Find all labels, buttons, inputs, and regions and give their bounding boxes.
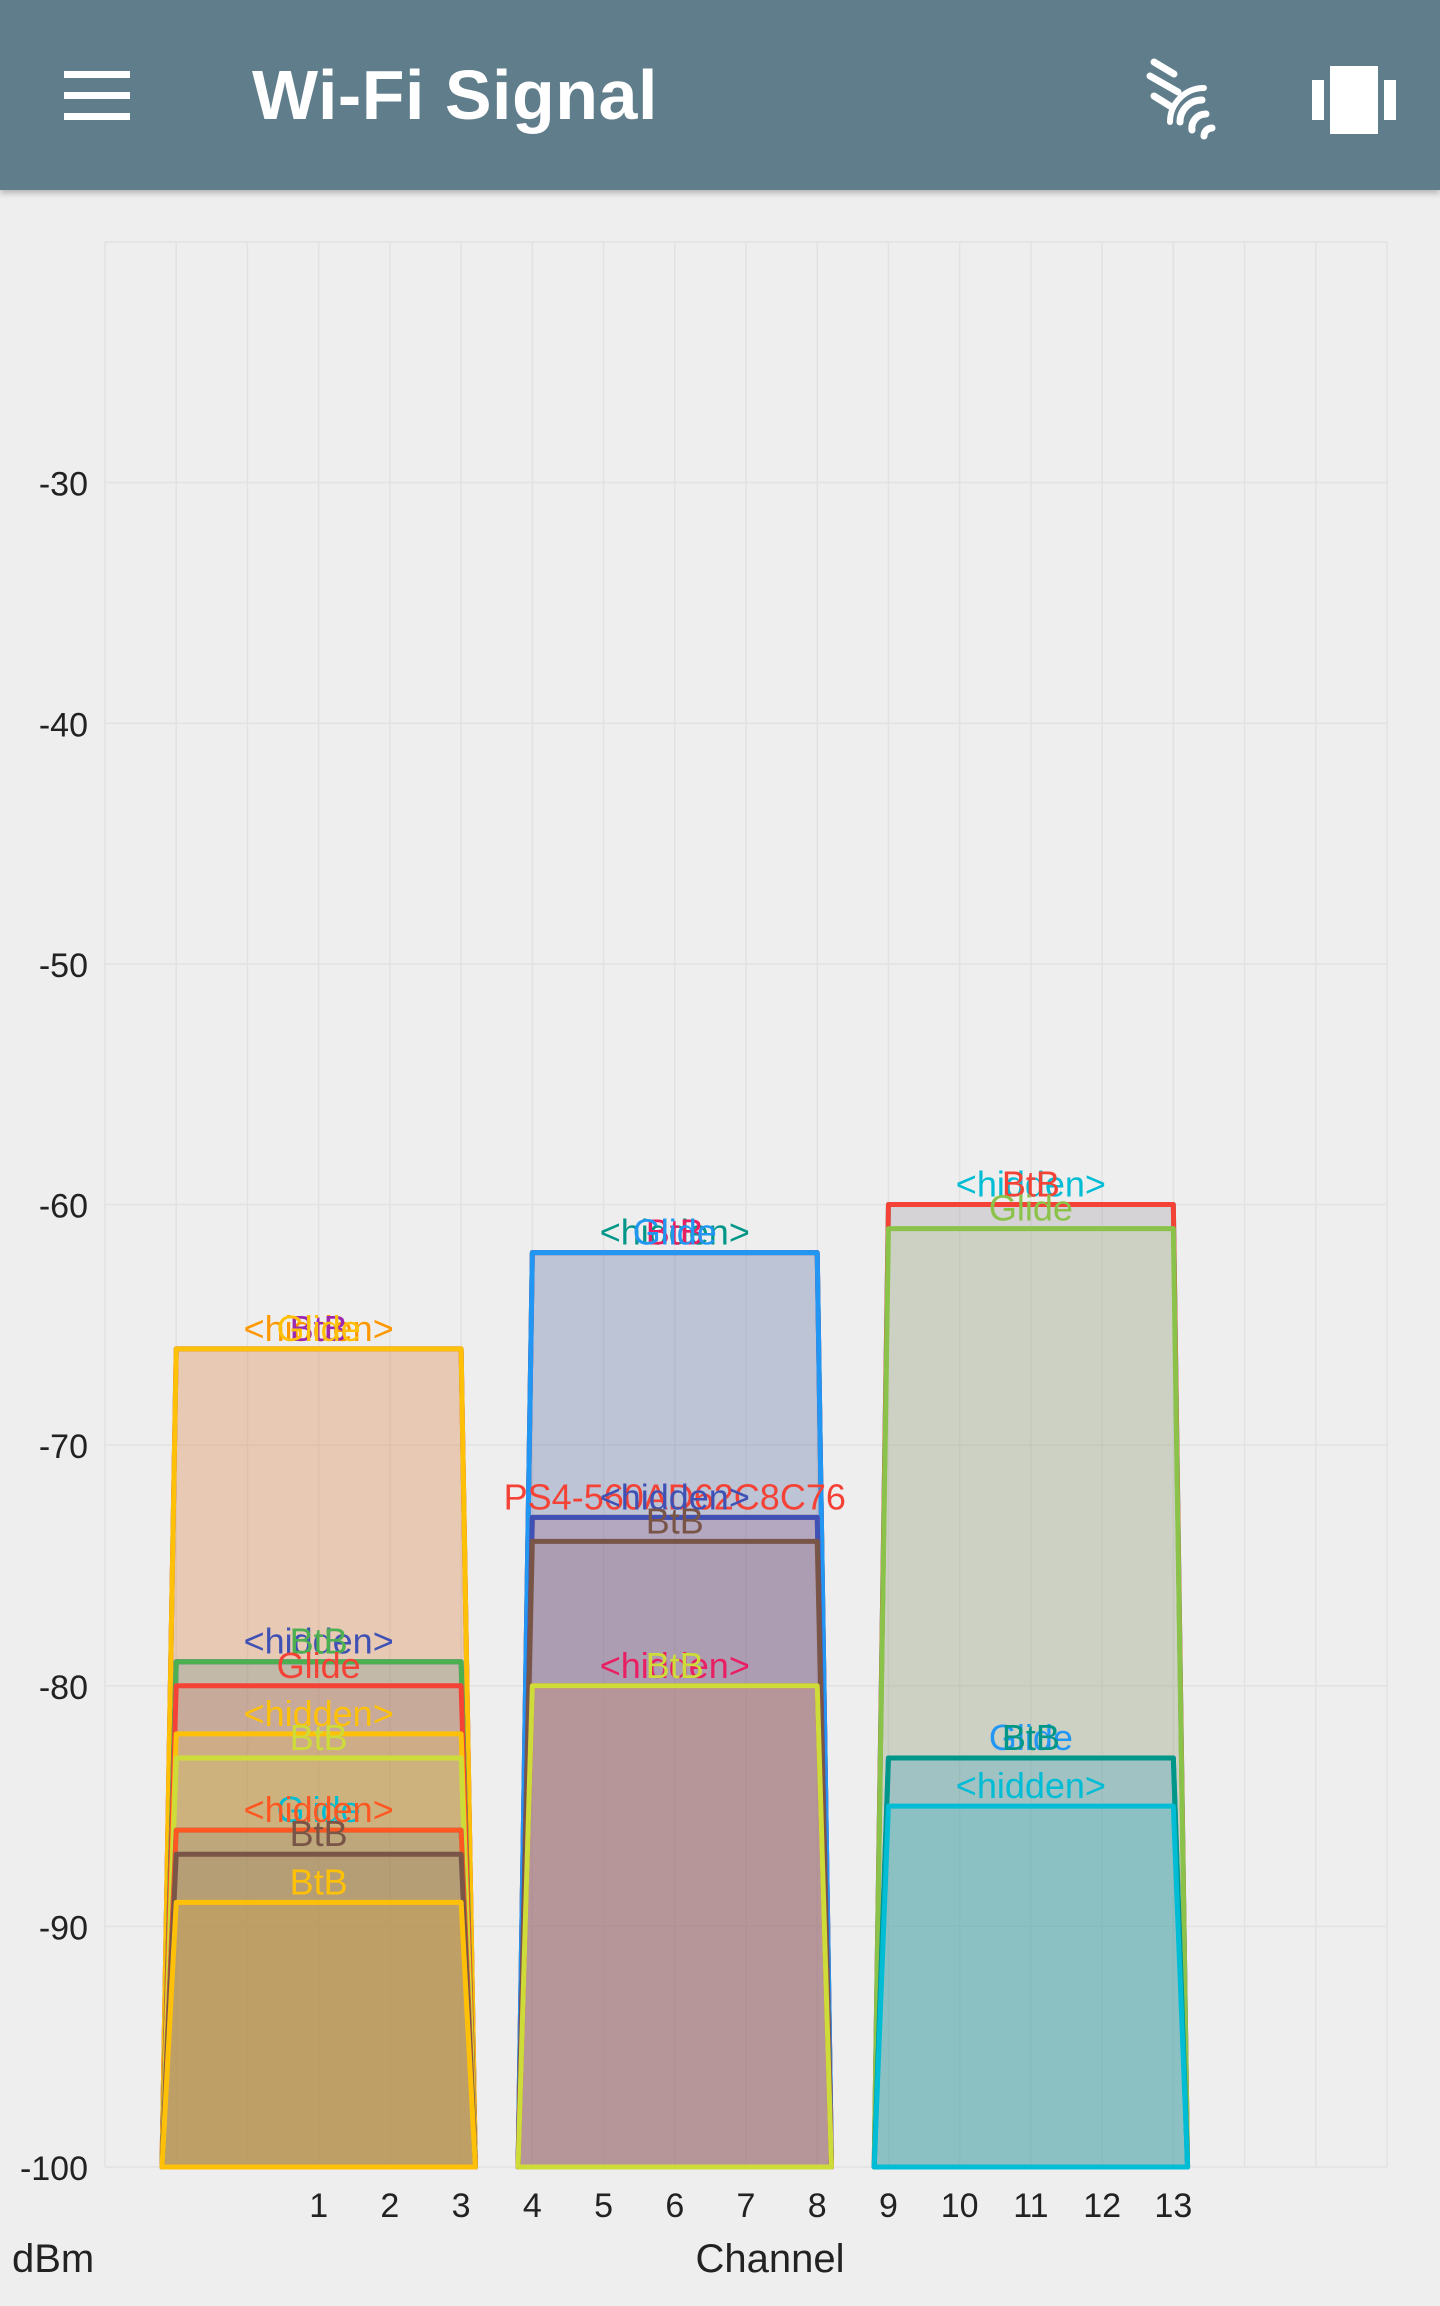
network-ssid-label: BtB [290, 1308, 348, 1349]
network-ssid-label: <hidden> [244, 1621, 394, 1662]
network-ssid-label: BtB [290, 1621, 348, 1662]
hamburger-menu-icon[interactable] [50, 55, 146, 135]
wifi-scan-icon[interactable] [1140, 52, 1236, 148]
network-ssid-label: Glide [277, 1789, 361, 1830]
y-tick-label: -70 [39, 1428, 88, 1466]
page-title: Wi-Fi Signal [252, 56, 658, 134]
x-tick-label: 3 [452, 2187, 471, 2225]
network-labels: <hidden>BtBGlide<hidden>BtBGlide<hidden>… [244, 1164, 1106, 1903]
network-ssid-label: Glide [633, 1212, 717, 1253]
network-ssid-label: <hidden> [956, 1765, 1106, 1806]
channel-graph-area: <hidden> BtB Glide <hidden> BtB Glide <hidden>… [0, 190, 1440, 2301]
network-ssid-label: <hidden> [244, 1308, 394, 1349]
app-bar: Wi-Fi Signal [0, 0, 1440, 190]
network-ssid-label: <hidden> [244, 1789, 394, 1830]
x-tick-label: 1 [309, 2187, 328, 2225]
network-area [871, 1803, 1191, 2170]
network-areas [159, 1202, 1191, 2170]
network-ssid-label: BtB [290, 1717, 348, 1758]
y-tick-label: -60 [39, 1188, 88, 1226]
network-ssid-label: <hidden> [600, 1212, 750, 1253]
wifi-channel-chart: <hidden>BtBGlide<hidden>BtBGlide<hidden>… [12, 241, 1388, 2281]
x-tick-label: 9 [879, 2187, 898, 2225]
y-tick-label: -50 [39, 947, 88, 985]
network-ssid-label: BtB [1002, 1164, 1060, 1205]
x-tick-label: 13 [1154, 2187, 1192, 2225]
y-tick-label: -40 [39, 706, 88, 744]
y-axis-title: dBm [12, 2237, 94, 2281]
x-tick-label: 12 [1083, 2187, 1121, 2225]
x-tick-label: 10 [941, 2187, 979, 2225]
network-ssid-label: <hidden> [600, 1645, 750, 1686]
y-tick-label: -90 [39, 1909, 88, 1947]
x-tick-label: 4 [523, 2187, 542, 2225]
y-tick-label: -80 [39, 1669, 88, 1707]
network-ssid-label: <hidden> [244, 1693, 394, 1734]
network-ssid-label: Glide [277, 1645, 361, 1686]
x-tick-label: 8 [808, 2187, 827, 2225]
network-area [159, 1899, 478, 2170]
network-ssid-label: BtB [290, 1861, 348, 1902]
y-tick-label: -30 [39, 466, 88, 504]
x-tick-label: 5 [594, 2187, 613, 2225]
network-ssid-label: BtB [646, 1212, 704, 1253]
x-tick-label: 11 [1013, 2187, 1048, 2225]
network-ssid-label: Glide [277, 1308, 361, 1349]
x-tick-label: 2 [380, 2187, 399, 2225]
network-ssid-label: <hidden> [600, 1476, 750, 1517]
network-ssid-label: BtB [1002, 1717, 1060, 1758]
network-ssid-label: Glide [989, 1188, 1073, 1229]
network-ssid-label: <hidden> [956, 1164, 1106, 1205]
x-axis-title: Channel [695, 2237, 844, 2281]
network-ssid-label: Glide [989, 1717, 1073, 1758]
network-ssid-label: BtB [290, 1813, 348, 1854]
view-switch-icon[interactable] [1306, 52, 1402, 148]
network-area [515, 1683, 834, 2170]
y-tick-label: -100 [20, 2150, 88, 2188]
network-ssid-label: BtB [646, 1645, 704, 1686]
x-tick-label: 6 [665, 2187, 684, 2225]
x-tick-label: 7 [737, 2187, 756, 2225]
network-ssid-label: PS4-560AD62C8C76 [504, 1476, 846, 1517]
network-ssid-label: BtB [646, 1500, 704, 1541]
